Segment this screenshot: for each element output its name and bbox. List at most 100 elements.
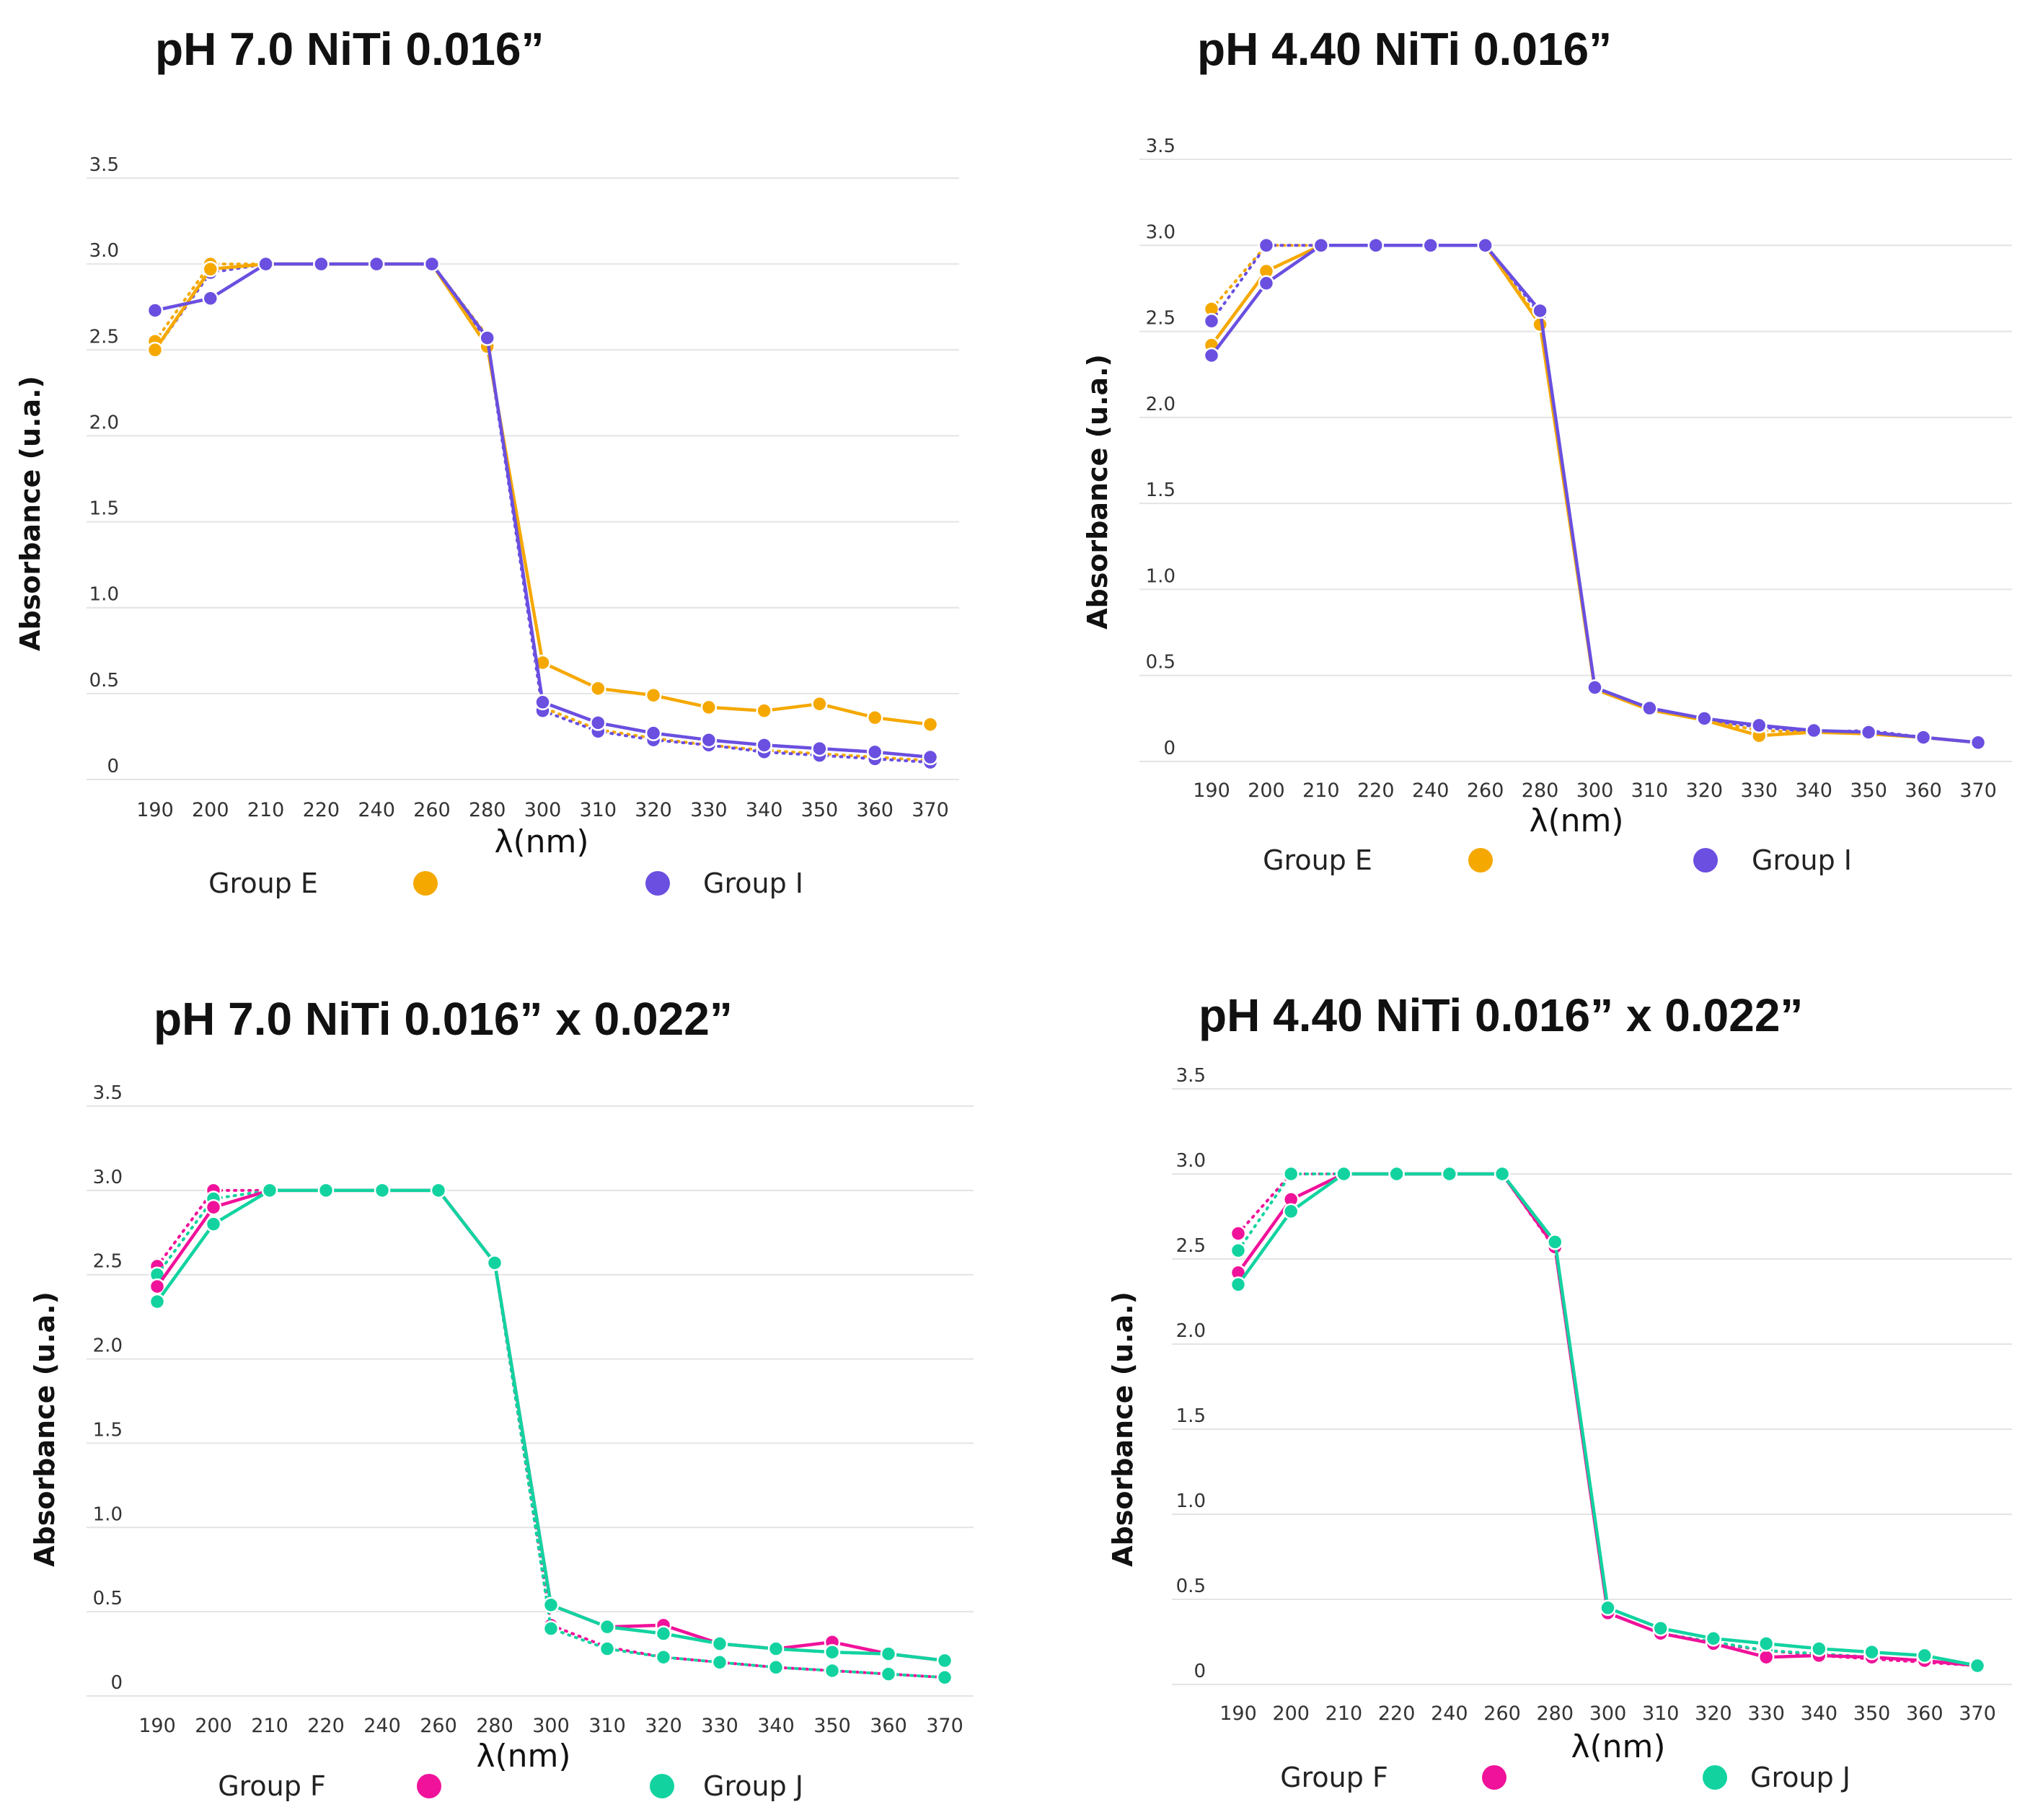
x-tick-label: 240 — [1412, 779, 1450, 802]
y-tick-label: 0.5 — [1146, 652, 1175, 673]
x-tick-label: 360 — [870, 1715, 907, 1737]
data-point-group-j-dotted — [542, 1620, 560, 1637]
legend-marker-group-e — [413, 871, 438, 896]
chart-panel-2: pH 4.40 NiTi 0.016” 0 0.5 1.0 1.5 2.0 2.5 3.0 3.… — [1082, 23, 2012, 876]
legend-marker-group-i — [645, 871, 670, 896]
y-tick-label: 0.5 — [1176, 1576, 1206, 1597]
data-point-group-i-solid — [1969, 734, 1987, 751]
legend-marker-group-e — [1468, 848, 1493, 873]
data-point-group-j-solid — [936, 1652, 953, 1669]
data-point-group-j-solid — [1547, 1234, 1563, 1250]
data-point-group-f-dotted — [1230, 1225, 1247, 1242]
data-point-group-j-solid — [824, 1643, 841, 1661]
y-tick-label: 0.5 — [93, 1588, 123, 1609]
x-tick-label: 190 — [1193, 779, 1230, 802]
x-tick-label: 310 — [580, 799, 617, 821]
y-tick-label: 3.0 — [1146, 221, 1175, 243]
x-tick-label: 220 — [1357, 779, 1395, 802]
data-point-group-i-solid — [590, 715, 606, 731]
data-point-group-i-solid — [1258, 275, 1275, 292]
x-axis-label: λ(nm) — [494, 823, 588, 860]
data-point-group-i-solid — [257, 255, 274, 273]
data-point-group-j-solid — [1336, 1165, 1352, 1183]
x-tick-label: 200 — [195, 1715, 232, 1737]
legend-marker-group-f — [417, 1774, 441, 1798]
legend-marker-group-i — [1693, 848, 1718, 873]
data-point-group-i-solid — [922, 748, 939, 766]
data-point-group-e-solid — [866, 709, 883, 726]
data-point-group-j-solid — [767, 1640, 785, 1657]
series-line-group-f-dotted — [1237, 1172, 1979, 1667]
x-tick-label: 320 — [645, 1715, 682, 1737]
data-point-group-i-solid — [1422, 237, 1439, 254]
y-tick-label: 3.0 — [89, 240, 119, 262]
data-point-group-i-solid — [146, 302, 164, 319]
data-point-group-i-solid — [368, 255, 385, 273]
x-tick-label: 310 — [588, 1715, 626, 1737]
data-point-group-e-solid — [146, 342, 164, 358]
data-point-group-f-solid — [1757, 1648, 1775, 1666]
data-point-group-j-dotted — [767, 1659, 785, 1676]
y-tick-label: 3.5 — [89, 154, 119, 176]
series-line-group-i-dotted — [154, 262, 932, 764]
x-tick-label: 340 — [757, 1715, 795, 1737]
y-axis-label: Absorbance (u.a.) — [1107, 1291, 1139, 1567]
data-point-group-f-solid — [149, 1278, 166, 1295]
data-point-group-i-dotted — [1203, 313, 1220, 330]
series-line-group-j-solid — [155, 1188, 947, 1663]
y-tick-label: 2.0 — [93, 1335, 123, 1357]
data-point-group-j-solid — [149, 1293, 166, 1310]
y-tick-label: 0 — [107, 756, 119, 777]
legend-label-group-i: Group I — [703, 867, 803, 899]
chart-panel-3: pH 7.0 NiTi 0.016” x 0.022” 0 0.5 1.0 1.5 2.0… — [29, 993, 974, 1802]
chart-title: pH 4.40 NiTi 0.016” x 0.022” — [1199, 989, 1803, 1041]
x-tick-label: 190 — [1219, 1702, 1257, 1725]
x-tick-label: 310 — [1642, 1702, 1680, 1725]
x-tick-label: 220 — [307, 1715, 345, 1737]
x-tick-label: 260 — [1483, 1702, 1521, 1725]
x-tick-label: 220 — [1378, 1702, 1416, 1725]
chart-title: pH 4.40 NiTi 0.016” — [1197, 23, 1612, 75]
y-tick-label: 3.5 — [1176, 1065, 1206, 1087]
data-point-group-j-dotted — [1230, 1242, 1247, 1259]
x-tick-label: 370 — [1959, 1702, 1996, 1725]
x-tick-label: 260 — [1467, 779, 1504, 802]
series-line-group-f-solid — [155, 1188, 947, 1663]
y-tick-label: 1.5 — [93, 1419, 123, 1441]
chart-title: pH 7.0 NiTi 0.016” x 0.022” — [154, 993, 733, 1045]
y-axis-label: Absorbance (u.a.) — [1082, 354, 1113, 630]
data-point-group-e-solid — [756, 702, 772, 719]
data-point-group-i-solid — [645, 725, 662, 741]
data-point-group-i-solid — [1203, 347, 1220, 364]
data-point-group-j-solid — [374, 1182, 391, 1199]
data-point-group-i-solid — [1860, 724, 1877, 741]
y-tick-label: 3.0 — [93, 1167, 123, 1188]
data-point-group-j-solid — [430, 1182, 447, 1199]
x-tick-label: 210 — [1325, 1702, 1363, 1725]
x-tick-label: 300 — [1576, 779, 1614, 802]
chart-panel-1: pH 7.0 NiTi 0.016” 0 0.5 1.0 1.5 2.0 2.5 3.0 3.5… — [14, 23, 959, 899]
data-point-group-j-solid — [655, 1625, 672, 1642]
y-tick-label: 0 — [110, 1672, 123, 1694]
data-point-group-f-solid — [205, 1198, 222, 1216]
data-point-group-j-dotted — [880, 1666, 897, 1682]
data-point-group-i-solid — [1641, 699, 1658, 717]
y-tick-label: 1.5 — [1176, 1405, 1206, 1427]
data-point-group-i-solid — [313, 255, 330, 273]
x-tick-label: 280 — [1537, 1702, 1574, 1725]
legend-marker-group-f — [1482, 1765, 1506, 1790]
data-point-group-e-solid — [700, 699, 718, 716]
data-point-group-j-solid — [711, 1635, 728, 1652]
data-point-group-j-solid — [1757, 1635, 1775, 1652]
data-point-group-j-dotted — [824, 1662, 841, 1679]
data-point-group-i-solid — [1915, 729, 1932, 746]
data-point-group-j-dotted — [655, 1648, 672, 1666]
data-point-group-j-solid — [1388, 1165, 1405, 1183]
data-point-group-j-solid — [599, 1618, 616, 1635]
data-point-group-i-solid — [534, 694, 551, 711]
data-point-group-e-solid — [202, 261, 219, 278]
data-point-group-j-solid — [486, 1255, 503, 1271]
series-line-group-e-dotted — [154, 262, 932, 762]
y-tick-label: 1.0 — [93, 1503, 123, 1525]
